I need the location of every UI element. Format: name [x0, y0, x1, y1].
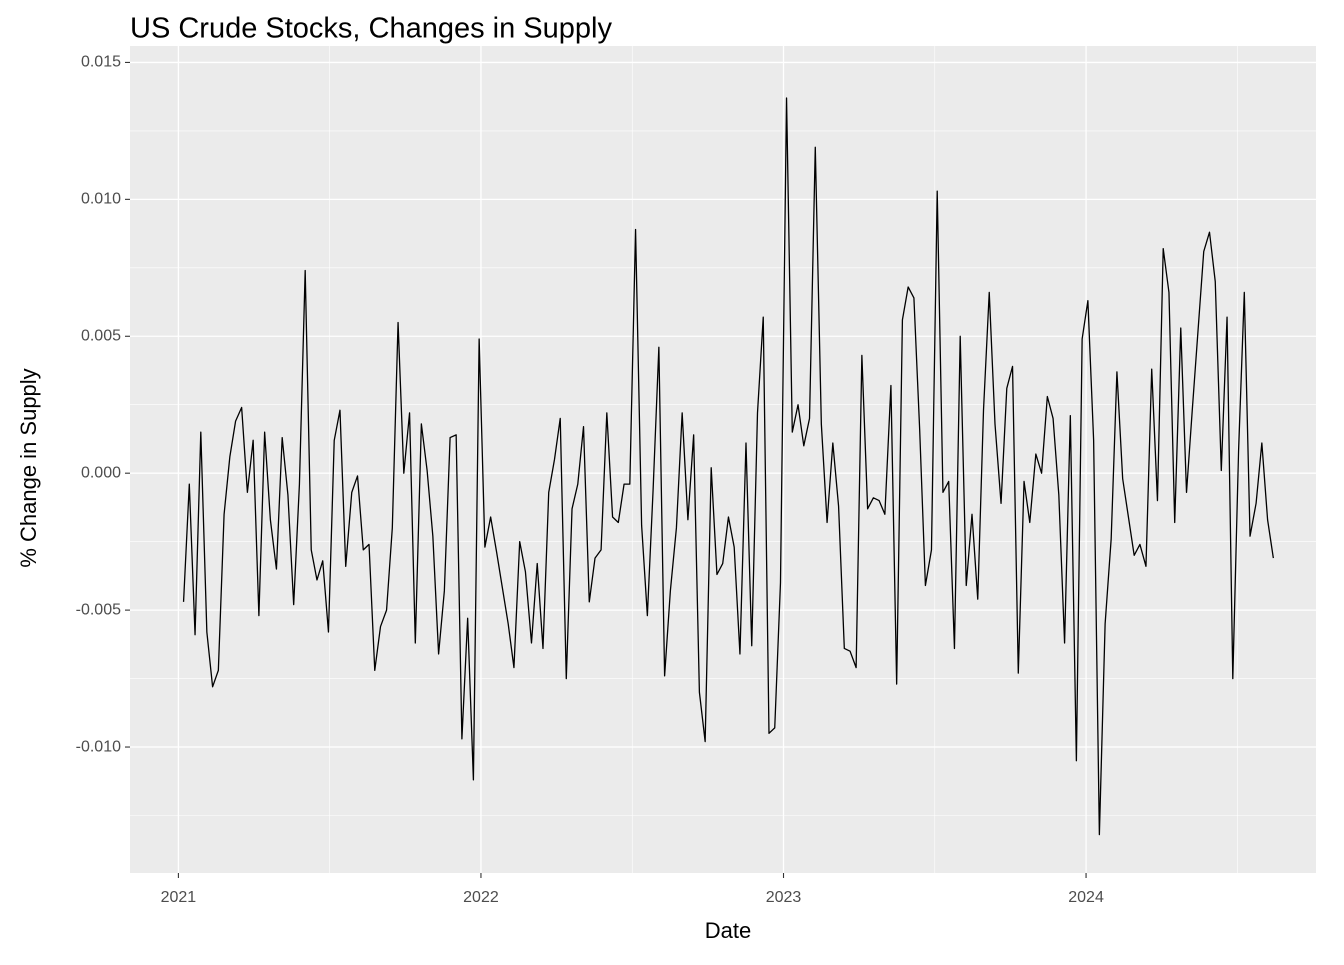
x-tick-label: 2021: [161, 889, 197, 906]
y-axis-title: % Change in Supply: [16, 368, 41, 567]
data-line: [182, 97, 1274, 836]
y-tick-label: 0.000: [81, 464, 121, 481]
y-tick-label: 0.010: [81, 191, 121, 208]
plot-panel: [130, 46, 1316, 873]
y-tick-label: -0.010: [76, 738, 121, 755]
x-tick-label: 2023: [766, 889, 802, 906]
x-tick-label: 2024: [1068, 889, 1104, 906]
y-tick-label: 0.015: [81, 54, 121, 71]
y-tick-label: 0.005: [81, 327, 121, 344]
y-tick-label: -0.005: [76, 601, 121, 618]
chart-title: US Crude Stocks, Changes in Supply: [130, 13, 612, 45]
x-tick-label: 2022: [463, 889, 499, 906]
x-axis-title: Date: [705, 918, 751, 943]
